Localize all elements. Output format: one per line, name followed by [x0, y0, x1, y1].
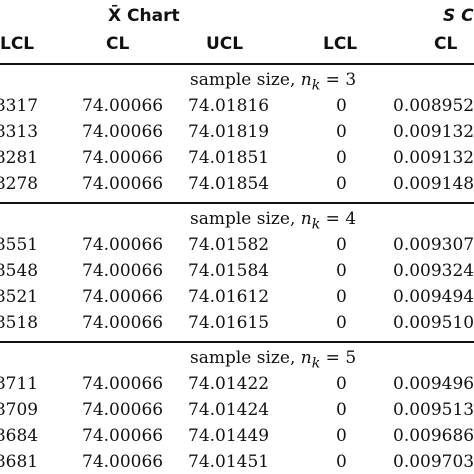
table-cell: 0 [336, 148, 347, 168]
table-cell: 74.00066 [82, 374, 164, 394]
table-cell: 0 [336, 452, 347, 472]
table-cell: 0 [336, 235, 347, 255]
table-cell: 74.01819 [188, 122, 270, 142]
col-header-lcl-2: LCL [323, 34, 358, 54]
group-title-prefix: sample size, [190, 209, 301, 229]
table-cell: 0.009686 [393, 426, 474, 446]
table-cell: 98711 [0, 374, 39, 394]
table-cell: 0.009510 [393, 313, 474, 333]
table-cell: 98317 [0, 96, 39, 116]
table-cell: 98313 [0, 122, 39, 142]
group-title-suffix: = 4 [320, 209, 357, 229]
group-title-prefix: sample size, [190, 70, 301, 90]
table-cell: 98281 [0, 148, 39, 168]
group-title-sub: k [311, 355, 321, 372]
table-cell: 0.009513 [393, 400, 474, 420]
s-chart-header: S C [443, 6, 474, 26]
table-cell: 0 [336, 261, 347, 281]
table-cell: 74.00066 [82, 400, 164, 420]
table-cell: 0.009148 [393, 174, 474, 194]
table-cell: 98551 [0, 235, 39, 255]
group-title-sub: k [311, 77, 321, 94]
table-cell: 74.01854 [188, 174, 270, 194]
group-title-var: n [300, 348, 312, 368]
col-header-cl-2: CL [434, 34, 458, 54]
table-cell: 74.01424 [188, 400, 270, 420]
table-cell: 74.00066 [82, 96, 164, 116]
table-cell: 0.0089521 [393, 96, 474, 116]
col-header-lcl-1: LCL [0, 34, 35, 54]
table-cell: 0.009496 [393, 374, 474, 394]
table-cell: 98548 [0, 261, 39, 281]
table-cell: 74.01816 [188, 96, 270, 116]
table-cell: 74.01582 [188, 235, 270, 255]
table-cell: 74.00066 [82, 122, 164, 142]
table-cell: 98518 [0, 313, 39, 333]
table-cell: 0 [336, 426, 347, 446]
table-cell: 74.01449 [188, 426, 270, 446]
table-cell: 0 [336, 174, 347, 194]
table-cell: 98684 [0, 426, 39, 446]
table-cell: 98709 [0, 400, 39, 420]
group-title-sub: k [311, 216, 321, 233]
group-rule-1 [0, 202, 474, 204]
s-chart-header-label: S C [443, 6, 474, 26]
table-cell: 74.00066 [82, 261, 164, 281]
table-cell: 74.00066 [82, 148, 164, 168]
table-cell: 74.01615 [188, 313, 270, 333]
table-cell: 0 [336, 374, 347, 394]
group-title-prefix: sample size, [190, 348, 301, 368]
table-cell: 98521 [0, 287, 39, 307]
table-cell: 74.01451 [188, 452, 270, 472]
table-cell: 0 [336, 96, 347, 116]
table-cell: 74.00066 [82, 235, 164, 255]
table-cell: 98681 [0, 452, 39, 472]
group-title-n3: sample size, nk = 3 [190, 70, 356, 95]
group-title-var: n [300, 209, 312, 229]
group-title-n5: sample size, nk = 5 [190, 348, 356, 373]
group-title-suffix: = 5 [320, 348, 357, 368]
table-cell: 0 [336, 400, 347, 420]
xbar-chart-header: X̄ Chart [108, 6, 180, 26]
table-cell: 0.009324 [393, 261, 474, 281]
table-cell: 74.00066 [82, 174, 164, 194]
group-title-suffix: = 3 [320, 70, 357, 90]
table-cell: 0 [336, 313, 347, 333]
table-cell: 74.01851 [188, 148, 270, 168]
table-cell: 0.0091320 [393, 148, 474, 168]
table-cell: 74.00066 [82, 287, 164, 307]
col-header-cl-1: CL [106, 34, 130, 54]
col-header-ucl: UCL [206, 34, 244, 54]
table-cell: 98278 [0, 174, 39, 194]
group-title-var: n [300, 70, 312, 90]
table-cell: 0.009307 [393, 235, 474, 255]
header-rule [0, 63, 474, 65]
table-cell: 74.00066 [82, 452, 164, 472]
table-cell: 0.0091320 [393, 122, 474, 142]
table-cell: 74.01612 [188, 287, 270, 307]
table-cell: 0 [336, 122, 347, 142]
table-cell: 74.00066 [82, 313, 164, 333]
group-rule-2 [0, 341, 474, 343]
table-cell: 0.009494 [393, 287, 474, 307]
group-title-n4: sample size, nk = 4 [190, 209, 356, 234]
table-cell: 74.01584 [188, 261, 270, 281]
table-cell: 74.01422 [188, 374, 270, 394]
table-cell: 0.009703 [393, 452, 474, 472]
table-cell: 0 [336, 287, 347, 307]
xbar-chart-header-label: X̄ Chart [108, 6, 180, 26]
table-cell: 74.00066 [82, 426, 164, 446]
